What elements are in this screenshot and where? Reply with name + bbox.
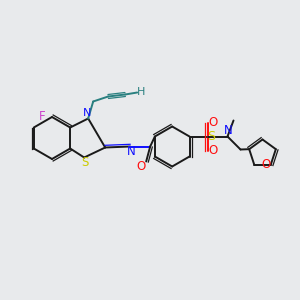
Text: O: O xyxy=(208,144,217,157)
Text: N: N xyxy=(83,109,92,118)
Text: S: S xyxy=(208,130,215,143)
Text: F: F xyxy=(39,110,45,122)
Text: S: S xyxy=(82,156,89,169)
Text: O: O xyxy=(208,116,217,129)
Text: O: O xyxy=(136,160,146,173)
Text: N: N xyxy=(224,124,233,137)
Text: H: H xyxy=(137,87,146,97)
Text: O: O xyxy=(261,158,270,171)
Text: N: N xyxy=(127,145,136,158)
